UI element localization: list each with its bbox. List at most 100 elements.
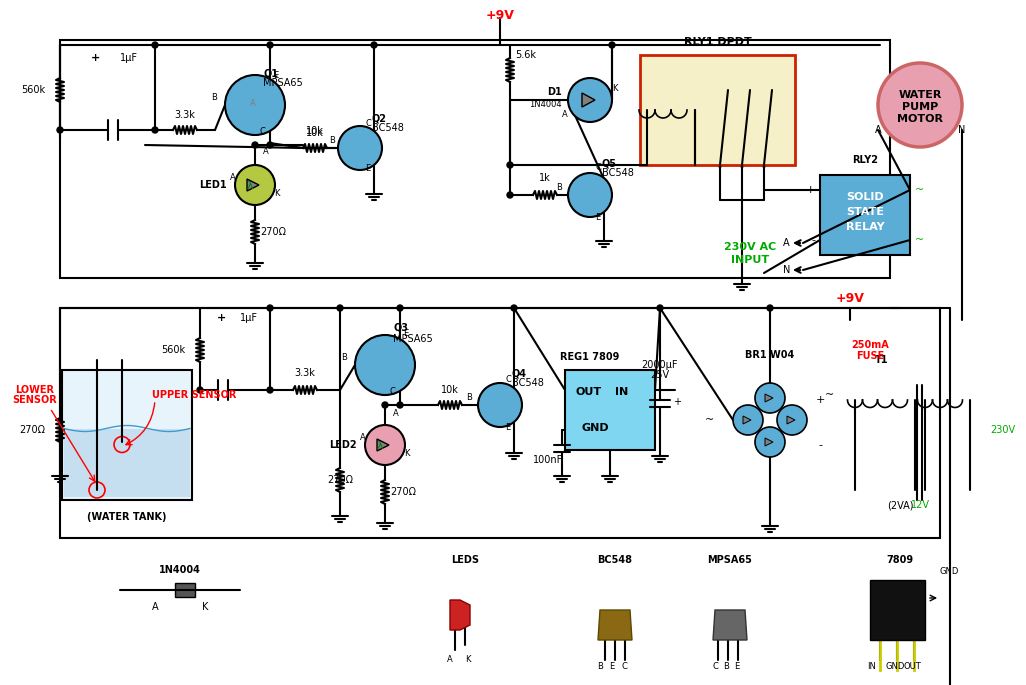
Text: OUT: OUT (903, 662, 921, 671)
Text: B: B (466, 393, 472, 401)
Text: A: A (447, 655, 452, 664)
Circle shape (152, 42, 158, 48)
Circle shape (762, 163, 766, 167)
Polygon shape (787, 416, 795, 424)
Circle shape (568, 78, 611, 122)
Text: (WATER TANK): (WATER TANK) (87, 512, 167, 522)
Text: C: C (712, 662, 718, 671)
Text: RLY1 DPDT: RLY1 DPDT (683, 37, 751, 47)
Text: 12V: 12V (910, 500, 930, 510)
Polygon shape (743, 416, 751, 424)
Text: SENSOR: SENSOR (12, 395, 57, 405)
Text: SOLID: SOLID (846, 192, 883, 202)
Text: MOTOR: MOTOR (897, 114, 943, 124)
Text: GND: GND (885, 662, 905, 671)
Bar (60, 308, 940, 538)
Circle shape (755, 427, 785, 457)
Text: RELAY: RELAY (845, 222, 884, 232)
Text: RLY2: RLY2 (852, 155, 878, 165)
Text: 270Ω: 270Ω (390, 487, 416, 497)
Circle shape (197, 387, 203, 393)
Text: (2VA): (2VA) (886, 500, 913, 510)
Text: 2000μF: 2000μF (641, 360, 678, 370)
Text: 270Ω: 270Ω (19, 425, 45, 435)
Text: A: A (230, 173, 236, 182)
Text: IN: IN (868, 662, 876, 671)
Circle shape (770, 88, 774, 92)
Circle shape (767, 305, 773, 311)
Circle shape (371, 42, 377, 48)
Bar (60, 40, 890, 278)
Text: C: C (389, 386, 395, 395)
Text: 230V AC: 230V AC (724, 242, 776, 252)
Text: 10k: 10k (306, 126, 324, 136)
Text: LOWER: LOWER (15, 385, 54, 395)
Text: B: B (329, 136, 336, 145)
Text: Q1: Q1 (263, 68, 278, 78)
Text: C: C (621, 662, 627, 671)
Circle shape (397, 305, 403, 311)
Circle shape (235, 165, 275, 205)
Circle shape (267, 42, 273, 48)
Text: A: A (152, 602, 158, 612)
Circle shape (267, 142, 273, 148)
Text: OUT: OUT (575, 387, 601, 397)
Text: A: A (250, 99, 255, 108)
Text: INPUT: INPUT (731, 255, 770, 265)
Text: 1μF: 1μF (240, 313, 258, 323)
Text: A: A (393, 409, 399, 418)
Text: BC548: BC548 (372, 123, 404, 133)
Circle shape (355, 335, 415, 395)
Text: FUSE: FUSE (856, 351, 884, 361)
Text: B: B (597, 662, 603, 671)
Text: +9V: +9V (835, 292, 865, 305)
Text: K: K (404, 449, 409, 458)
Text: +: + (90, 53, 100, 63)
Text: LED2: LED2 (329, 440, 357, 450)
Text: LEDS: LEDS (451, 555, 479, 565)
Polygon shape (598, 610, 632, 640)
Text: PUMP: PUMP (902, 102, 938, 112)
Text: MPSA65: MPSA65 (263, 78, 303, 88)
Text: 3.3k: 3.3k (174, 110, 195, 120)
Text: 100nF: 100nF (532, 455, 563, 465)
Text: λ: λ (377, 441, 384, 451)
Text: ~: ~ (706, 415, 715, 425)
Text: 230V: 230V (990, 425, 1015, 435)
Text: BC548: BC548 (602, 168, 634, 178)
Text: 560k: 560k (161, 345, 185, 355)
Text: C: C (259, 127, 265, 136)
Text: A: A (784, 238, 790, 248)
Text: A: A (875, 125, 881, 135)
Text: K: K (611, 84, 618, 92)
Bar (820, 175, 910, 255)
Text: 5.6k: 5.6k (515, 50, 536, 60)
Text: C: C (595, 162, 601, 171)
Polygon shape (247, 179, 259, 191)
Text: E: E (403, 329, 408, 338)
Circle shape (777, 405, 807, 435)
Text: -: - (818, 440, 822, 450)
Circle shape (740, 128, 744, 132)
Text: B: B (211, 92, 218, 101)
Circle shape (507, 192, 513, 198)
Text: STATE: STATE (846, 207, 884, 217)
Circle shape (478, 383, 522, 427)
Text: BC548: BC548 (597, 555, 632, 565)
Circle shape (733, 405, 763, 435)
Circle shape (252, 142, 258, 148)
Circle shape (397, 402, 403, 408)
Text: 3.3k: 3.3k (294, 368, 315, 378)
Text: 270Ω: 270Ω (327, 475, 353, 485)
Text: K: K (202, 602, 208, 612)
Text: Q2: Q2 (372, 113, 387, 123)
Text: ~: ~ (915, 235, 924, 245)
Text: +: + (816, 395, 825, 405)
Text: 250mA: 250mA (852, 340, 889, 350)
Text: 25V: 25V (650, 370, 670, 380)
Text: WATER: WATER (899, 90, 942, 100)
Text: 270Ω: 270Ω (260, 227, 286, 237)
Text: GND: GND (940, 567, 959, 577)
Polygon shape (765, 438, 773, 446)
Text: E: E (735, 662, 740, 671)
